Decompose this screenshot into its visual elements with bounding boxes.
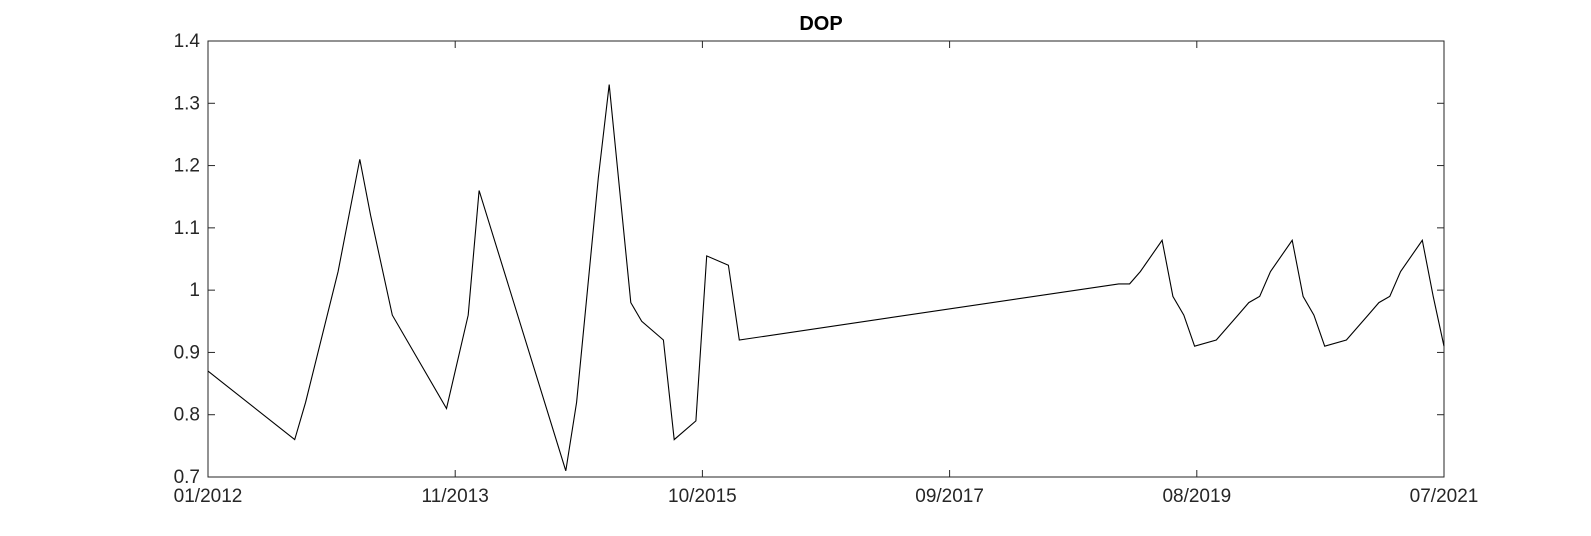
y-tick-label: 1.1 (174, 218, 200, 239)
x-tick-label: 08/2019 (1162, 486, 1231, 507)
y-tick-label: 0.8 (174, 405, 200, 426)
y-tick-label: 1.3 (174, 93, 200, 114)
y-tick-label: 1 (189, 280, 200, 301)
y-tick-label: 1.2 (174, 156, 200, 177)
x-axis: 01/2012 11/2013 10/2015 09/2017 08/2019 07/20… (174, 41, 1479, 507)
y-tick-label: 0.7 (174, 467, 200, 488)
x-tick-label: 11/2013 (422, 486, 489, 507)
y-tick-label: 1.4 (174, 31, 201, 52)
chart-title: DOP (799, 13, 842, 35)
x-tick-label: 10/2015 (668, 486, 737, 507)
y-tick-label: 0.9 (174, 342, 200, 363)
y-axis: 0.7 0.8 0.9 1 1.1 1.2 1.3 1.4 (174, 31, 1444, 488)
plot-area (207, 40, 1445, 478)
x-tick-label: 09/2017 (915, 486, 984, 507)
x-tick-label: 07/2021 (1410, 486, 1479, 507)
x-tick-label: 01/2012 (174, 486, 243, 507)
series-line-dop (207, 84, 1445, 471)
